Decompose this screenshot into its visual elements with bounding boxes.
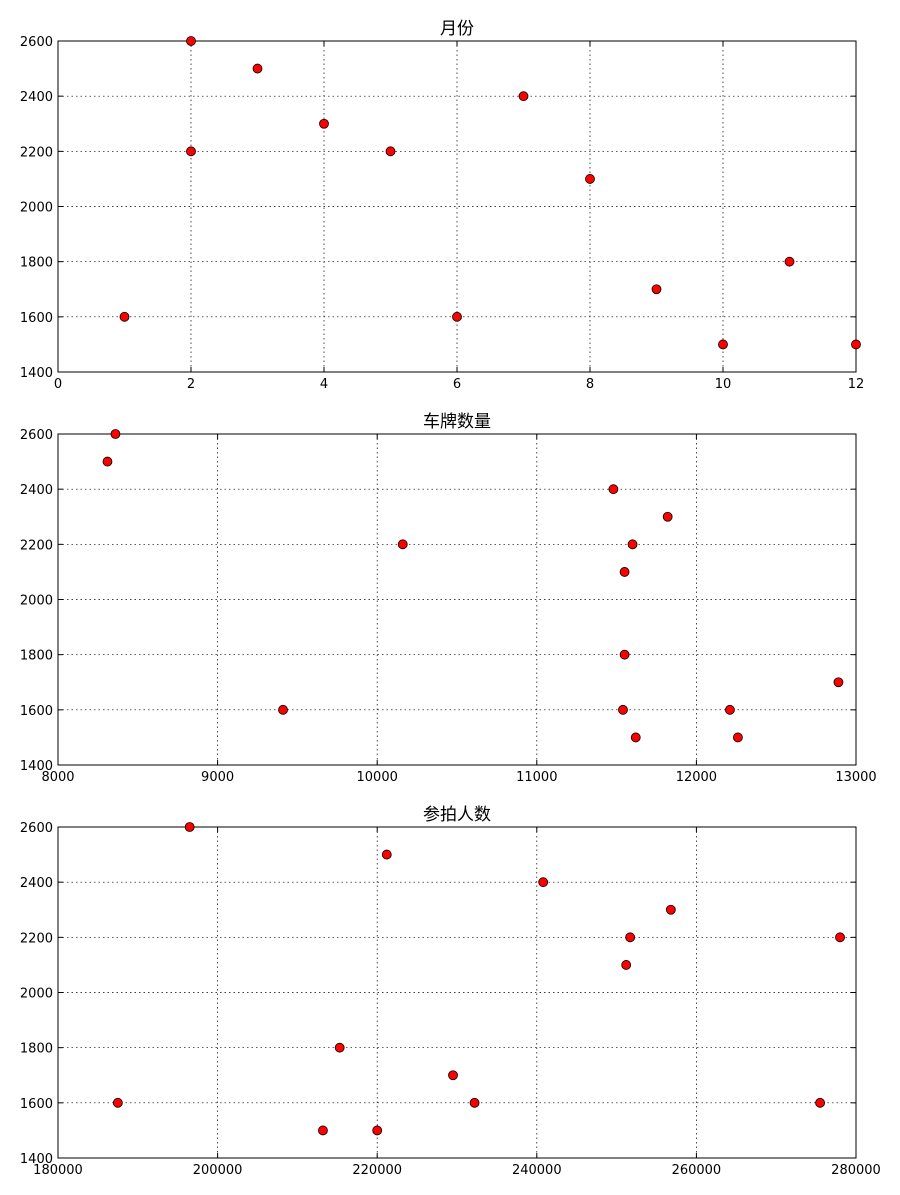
y-tick-label: 1400 <box>20 759 53 774</box>
subplot-title: 车牌数量 <box>423 412 491 432</box>
subplot-3: 180000 200000 220000 240000 260000 280000 1400… <box>20 805 881 1178</box>
y-tick-label: 1800 <box>20 256 53 271</box>
data-point <box>318 1125 328 1136</box>
data-point <box>608 484 619 495</box>
y-tick-label: 1400 <box>20 1152 53 1167</box>
y-tick-label: 2600 <box>20 821 53 836</box>
x-tick-label: 0 <box>54 377 62 392</box>
data-point <box>372 1125 383 1136</box>
data-point <box>815 1097 825 1108</box>
data-point <box>627 539 638 550</box>
y-tick-label: 2000 <box>20 987 53 1002</box>
x-tick-label: 8 <box>586 377 594 392</box>
x-tick-label: 220000 <box>352 1163 402 1178</box>
x-tick-label: 2 <box>187 377 195 392</box>
y-tick-label: 1600 <box>20 1097 53 1112</box>
y-tick-label: 2200 <box>20 145 53 160</box>
y-tick-label: 2600 <box>20 35 53 50</box>
x-tick-label: 180000 <box>33 1163 83 1178</box>
y-tick-label: 2200 <box>20 538 53 553</box>
x-tick-label: 6 <box>453 377 461 392</box>
data-point <box>851 339 861 350</box>
data-point <box>186 36 196 46</box>
y-tick-label: 2000 <box>20 201 53 216</box>
y-tick-label: 2400 <box>20 90 53 105</box>
subplots: 0 2 4 6 8 10 12 1400 1600 1800 2000 2200 2400 2600 月份 8… <box>20 19 881 1178</box>
y-tick-label: 2400 <box>20 876 53 891</box>
x-tick-label: 10 <box>715 377 732 392</box>
y-tick-label: 1600 <box>20 704 53 719</box>
data-point <box>278 704 288 715</box>
data-point <box>112 1097 123 1108</box>
data-point <box>618 704 628 715</box>
y-tick-label: 2600 <box>20 428 53 443</box>
x-tick-label: 4 <box>320 377 328 392</box>
data-point <box>448 1070 458 1081</box>
x-tick-label: 240000 <box>512 1163 562 1178</box>
data-point <box>469 1097 480 1108</box>
x-tick-label: 12000 <box>676 770 717 785</box>
y-tick-label: 1400 <box>20 366 53 381</box>
y-tick-label: 2000 <box>20 594 53 609</box>
data-point <box>619 567 630 577</box>
data-point <box>630 732 641 743</box>
y-tick-label: 1800 <box>20 1042 53 1057</box>
data-point <box>397 539 408 550</box>
x-tick-label: 260000 <box>672 1163 722 1178</box>
data-point <box>662 511 673 522</box>
data-point <box>621 960 632 970</box>
x-tick-label: 200000 <box>193 1163 243 1178</box>
data-point <box>651 284 662 295</box>
y-tick-label: 2200 <box>20 931 53 946</box>
x-tick-label: 9000 <box>201 770 234 785</box>
data-point <box>625 932 636 943</box>
x-tick-label: 13000 <box>835 770 876 785</box>
subplot-title: 参拍人数 <box>423 805 491 825</box>
data-point <box>619 649 630 660</box>
x-tick-label: 12 <box>848 377 865 392</box>
data-point <box>385 146 396 157</box>
data-point <box>585 174 595 184</box>
y-tick-label: 1600 <box>20 311 53 326</box>
data-point <box>186 146 196 157</box>
data-point <box>319 118 329 129</box>
data-point <box>252 63 263 74</box>
data-point <box>184 822 195 832</box>
data-point <box>725 704 735 715</box>
y-tick-label: 2400 <box>20 483 53 498</box>
x-tick-label: 280000 <box>831 1163 881 1178</box>
data-point <box>833 677 844 688</box>
data-point <box>334 1042 345 1053</box>
data-point <box>835 932 845 943</box>
x-tick-label: 10000 <box>357 770 398 785</box>
x-tick-label: 11000 <box>516 770 557 785</box>
y-tick-label: 1800 <box>20 649 53 664</box>
data-point <box>538 877 549 888</box>
data-point <box>518 91 529 102</box>
data-point <box>452 311 462 322</box>
data-point <box>784 256 795 267</box>
data-point <box>665 904 676 915</box>
data-point <box>110 429 121 439</box>
data-point <box>732 732 743 743</box>
subplot-1: 0 2 4 6 8 10 12 1400 1600 1800 2000 2200 2400 2600 月份 <box>20 19 864 392</box>
x-tick-label: 8000 <box>41 770 74 785</box>
data-point <box>718 339 728 350</box>
subplot-title: 月份 <box>440 19 474 39</box>
data-point <box>119 311 130 322</box>
subplot-2: 8000 9000 10000 11000 12000 13000 1400 1600 1800… <box>20 412 877 785</box>
data-point <box>381 849 392 860</box>
data-point <box>102 456 113 467</box>
